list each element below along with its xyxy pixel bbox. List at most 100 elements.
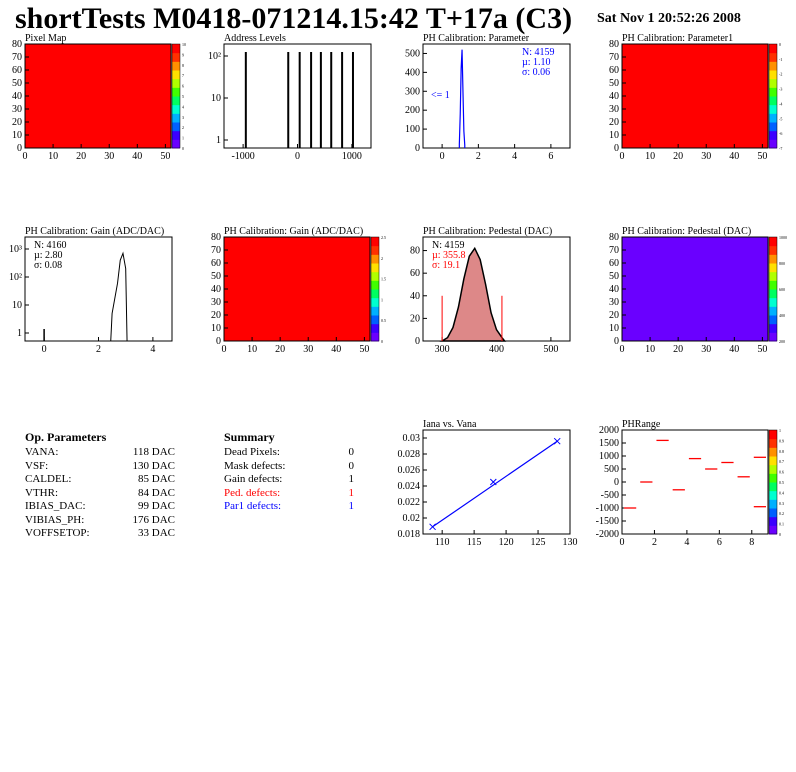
x-tick-label: 50 bbox=[359, 344, 369, 355]
palette-bin bbox=[769, 525, 777, 535]
x-tick-label: 20 bbox=[76, 151, 86, 162]
y-tick-label: 20 bbox=[410, 313, 420, 324]
chart-title: Address Levels bbox=[224, 33, 286, 44]
y-tick-label: 30 bbox=[609, 297, 619, 308]
palette-label: 400 bbox=[779, 313, 785, 318]
y-tick-label: -1500 bbox=[596, 516, 619, 527]
y-tick-label: 40 bbox=[609, 91, 619, 102]
param-label: VTHR: bbox=[25, 486, 58, 499]
y-tick-label: 10 bbox=[609, 323, 619, 334]
palette-bin bbox=[371, 271, 379, 281]
x-tick-label: 40 bbox=[331, 344, 341, 355]
y-tick-label: 40 bbox=[12, 91, 22, 102]
x-tick-label: 6 bbox=[548, 151, 553, 162]
y-tick-label: 20 bbox=[609, 310, 619, 321]
palette-bin bbox=[769, 297, 777, 307]
param-label: CALDEL: bbox=[25, 473, 72, 485]
palette-bin bbox=[769, 473, 777, 483]
x-tick-label: 400 bbox=[489, 344, 504, 355]
underflow-note: <= 1 bbox=[431, 90, 450, 101]
x-tick-label: 6 bbox=[717, 537, 722, 548]
stat-sigma: σ: 19.1 bbox=[432, 260, 460, 271]
palette-bin bbox=[172, 61, 180, 71]
palette-bin bbox=[769, 508, 777, 518]
chart-title: Iana vs. Vana bbox=[423, 419, 477, 430]
y-tick-label: 0 bbox=[17, 143, 22, 154]
x-tick-label: 4 bbox=[512, 151, 517, 162]
y-tick-label: 1 bbox=[17, 328, 22, 339]
y-tick-label: 70 bbox=[12, 52, 22, 63]
palette-bin bbox=[769, 245, 777, 255]
stat-mean: µ: 1.10 bbox=[522, 57, 551, 68]
histogram-line bbox=[110, 251, 128, 342]
x-tick-label: 500 bbox=[543, 344, 558, 355]
chart-title: PH Calibration: Parameter bbox=[423, 33, 530, 44]
x-tick-label: 10 bbox=[645, 151, 655, 162]
x-tick-label: 0 bbox=[222, 344, 227, 355]
palette-bin bbox=[769, 456, 777, 466]
palette-label: 0.7 bbox=[779, 459, 784, 464]
y-tick-label: 2000 bbox=[599, 425, 619, 436]
x-tick-label: 40 bbox=[729, 151, 739, 162]
param-label: VOFFSETOP: bbox=[25, 527, 90, 539]
histogram-line bbox=[458, 49, 466, 148]
stat-n: N: 4159 bbox=[432, 240, 465, 251]
summary-label: Ped. defects: bbox=[224, 486, 281, 499]
y-tick-label: 40 bbox=[410, 291, 420, 302]
palette-label: 2 bbox=[182, 125, 184, 130]
y-tick-label: 10² bbox=[208, 51, 221, 62]
x-tick-label: 10 bbox=[48, 151, 58, 162]
heatmap-fill bbox=[224, 237, 370, 341]
x-tick-label: 20 bbox=[275, 344, 285, 355]
chart-title: PH Calibration: Gain (ADC/DAC) bbox=[25, 226, 164, 237]
palette-bin bbox=[769, 289, 777, 299]
palette-bin bbox=[769, 482, 777, 492]
palette-bin bbox=[172, 104, 180, 114]
x-tick-label: 125 bbox=[531, 537, 546, 548]
x-tick-label: 130 bbox=[563, 537, 578, 548]
summary-label: Dead Pixels: bbox=[224, 446, 280, 458]
palette-frame bbox=[768, 43, 778, 149]
x-tick-label: 0 bbox=[440, 151, 445, 162]
x-tick-label: 0 bbox=[620, 344, 625, 355]
y-tick-label: 50 bbox=[211, 271, 221, 282]
stat-sigma: σ: 0.06 bbox=[522, 67, 550, 78]
op-parameters-title: Op. Parameters bbox=[25, 430, 107, 444]
y-tick-label: 500 bbox=[405, 48, 420, 59]
y-tick-label: 0.026 bbox=[398, 465, 421, 476]
chart-title: PH Calibration: Pedestal (DAC) bbox=[423, 226, 552, 237]
palette-bin bbox=[172, 113, 180, 123]
y-tick-label: 30 bbox=[12, 104, 22, 115]
palette-bin bbox=[769, 78, 777, 88]
data-point bbox=[553, 437, 561, 445]
y-tick-label: 100 bbox=[405, 124, 420, 135]
x-tick-label: 2 bbox=[652, 537, 657, 548]
y-tick-label: 70 bbox=[609, 245, 619, 256]
y-tick-label: 60 bbox=[609, 258, 619, 269]
x-tick-label: 20 bbox=[673, 344, 683, 355]
x-tick-label: 4 bbox=[150, 344, 155, 355]
y-tick-label: 1 bbox=[216, 135, 221, 146]
palette-bin bbox=[371, 263, 379, 273]
palette-bin bbox=[172, 130, 180, 140]
x-tick-label: 0 bbox=[23, 151, 28, 162]
plot-frame bbox=[422, 429, 571, 535]
y-tick-label: 0 bbox=[415, 143, 420, 154]
y-tick-label: -1000 bbox=[596, 503, 619, 514]
palette-label: -5 bbox=[779, 116, 782, 121]
palette-bin bbox=[172, 122, 180, 132]
y-tick-label: 500 bbox=[604, 464, 619, 475]
palette-label: 0.1 bbox=[779, 522, 784, 527]
palette-label: 1 bbox=[381, 297, 383, 302]
x-tick-label: 30 bbox=[701, 344, 711, 355]
palette-bin bbox=[172, 52, 180, 62]
heatmap-fill bbox=[622, 237, 768, 341]
summary-value: 0 bbox=[348, 459, 355, 472]
x-tick-label: 20 bbox=[673, 151, 683, 162]
palette-label: 0 bbox=[381, 339, 383, 344]
palette-bin bbox=[769, 254, 777, 264]
data-point bbox=[489, 478, 497, 486]
x-tick-label: 120 bbox=[499, 537, 514, 548]
palette-bin bbox=[769, 61, 777, 71]
y-tick-label: 0.024 bbox=[398, 481, 421, 492]
